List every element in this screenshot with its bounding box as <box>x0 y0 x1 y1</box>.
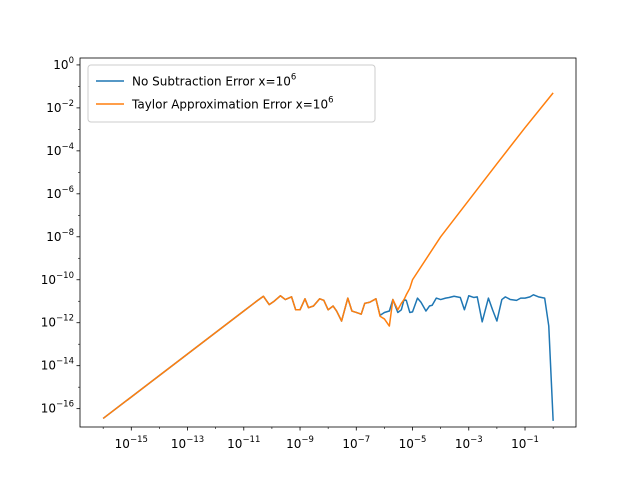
legend-label-2: Taylor Approximation Error x=106 <box>131 96 334 112</box>
plot-area: 10−15 10−13 10−11 10−9 10−7 10−5 10−3 10−1 10−16… <box>41 56 577 451</box>
y-tick-label: 10−12 <box>41 314 74 330</box>
series-line-2 <box>102 92 554 420</box>
x-tick-label: 10−1 <box>511 435 539 451</box>
x-tick-label: 10−9 <box>286 435 314 451</box>
x-tick-label: 10−7 <box>342 435 370 451</box>
y-tick-label: 10−2 <box>46 99 74 115</box>
x-tick-label: 10−13 <box>171 435 204 451</box>
y-tick-label: 100 <box>53 56 74 72</box>
legend-box <box>87 64 376 123</box>
legend-label-1: No Subtraction Error x=106 <box>132 73 296 89</box>
y-tick-label: 10−16 <box>41 400 74 416</box>
x-tick-label: 10−11 <box>227 435 260 451</box>
y-tick-label: 10−14 <box>41 357 74 373</box>
x-tick-label: 10−15 <box>115 435 148 451</box>
x-tick-label: 10−3 <box>455 435 483 451</box>
legend: No Subtraction Error x=106 Taylor Approxi… <box>87 64 376 123</box>
y-tick-label: 10−8 <box>46 228 74 244</box>
y-tick-label: 10−6 <box>46 185 74 201</box>
y-tick-label: 10−10 <box>41 271 74 287</box>
y-tick-label: 10−4 <box>46 142 74 158</box>
x-tick-label: 10−5 <box>399 435 427 451</box>
